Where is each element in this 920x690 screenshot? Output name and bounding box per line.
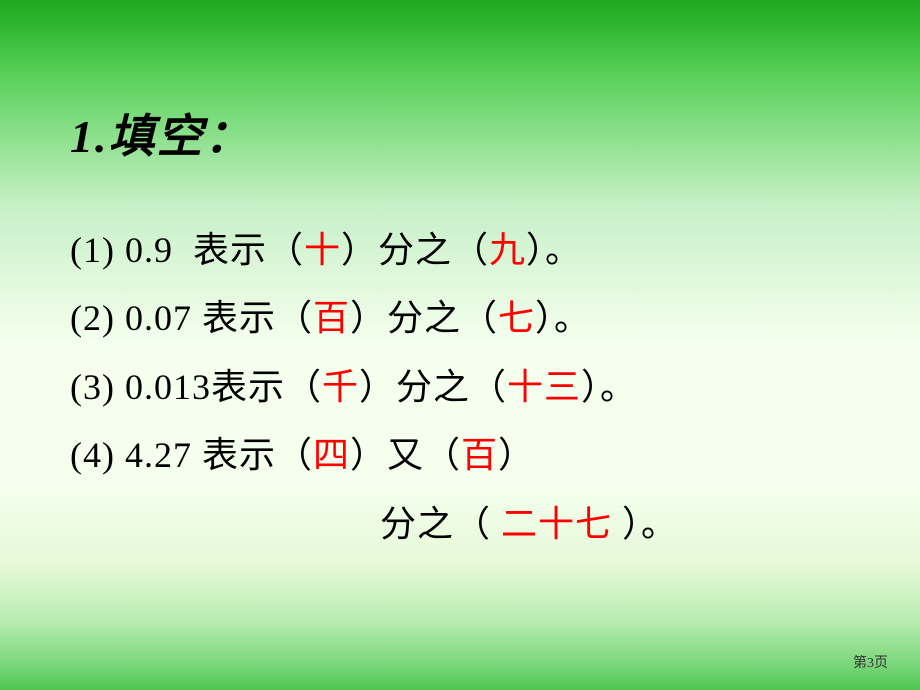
cont-suffix: ）。: [612, 504, 678, 544]
item1-mid1: ）分之（: [341, 230, 489, 270]
fill-item-4-continue: 分之（ 二十七 ）。: [70, 490, 860, 558]
slide-title: 1.填空：: [70, 100, 860, 166]
item3-prefix: (3) 0.013表示（: [70, 367, 322, 407]
item2-mid1: ）分之（: [350, 298, 498, 338]
item4-blank1: 四: [313, 435, 350, 475]
fill-item-4: (4) 4.27 表示（四）又（百）: [70, 421, 860, 489]
item4-suffix: ）: [498, 435, 535, 475]
page-number: 第3页: [853, 652, 888, 672]
item2-blank2: 七: [498, 298, 535, 338]
item3-mid1: ）分之（: [359, 367, 507, 407]
item2-blank1: 百: [313, 298, 350, 338]
item4-blank2: 百: [461, 435, 498, 475]
item1-blank2: 九: [489, 230, 526, 270]
item1-suffix: ）。: [526, 230, 582, 270]
item4-mid1: ）又（: [350, 435, 461, 475]
item1-prefix: (1) 0.9 表示（: [70, 230, 304, 270]
item1-blank1: 十: [304, 230, 341, 270]
item2-prefix: (2) 0.07 表示（: [70, 298, 313, 338]
fill-item-3: (3) 0.013表示（千）分之（十三）。: [70, 353, 860, 421]
fill-item-2: (2) 0.07 表示（百）分之（七）。: [70, 284, 860, 352]
item3-suffix: ）。: [581, 367, 637, 407]
cont-prefix: 分之（: [380, 504, 501, 544]
fill-item-1: (1) 0.9 表示（十）分之（九）。: [70, 216, 860, 284]
item3-blank2: 十三: [507, 367, 581, 407]
item4-prefix: (4) 4.27 表示（: [70, 435, 313, 475]
item2-suffix: ）。: [535, 298, 591, 338]
cont-blank: 二十七: [501, 504, 612, 544]
item3-blank1: 千: [322, 367, 359, 407]
slide-content: 1.填空： (1) 0.9 表示（十）分之（九）。 (2) 0.07 表示（百）…: [0, 0, 920, 558]
